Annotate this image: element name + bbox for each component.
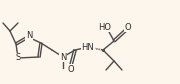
Text: N: N (26, 32, 32, 40)
Text: HO: HO (98, 23, 111, 32)
Text: O: O (68, 65, 74, 74)
Text: O: O (125, 23, 131, 32)
Text: N: N (60, 52, 66, 61)
Text: S: S (15, 54, 21, 62)
Text: HN: HN (82, 43, 94, 51)
